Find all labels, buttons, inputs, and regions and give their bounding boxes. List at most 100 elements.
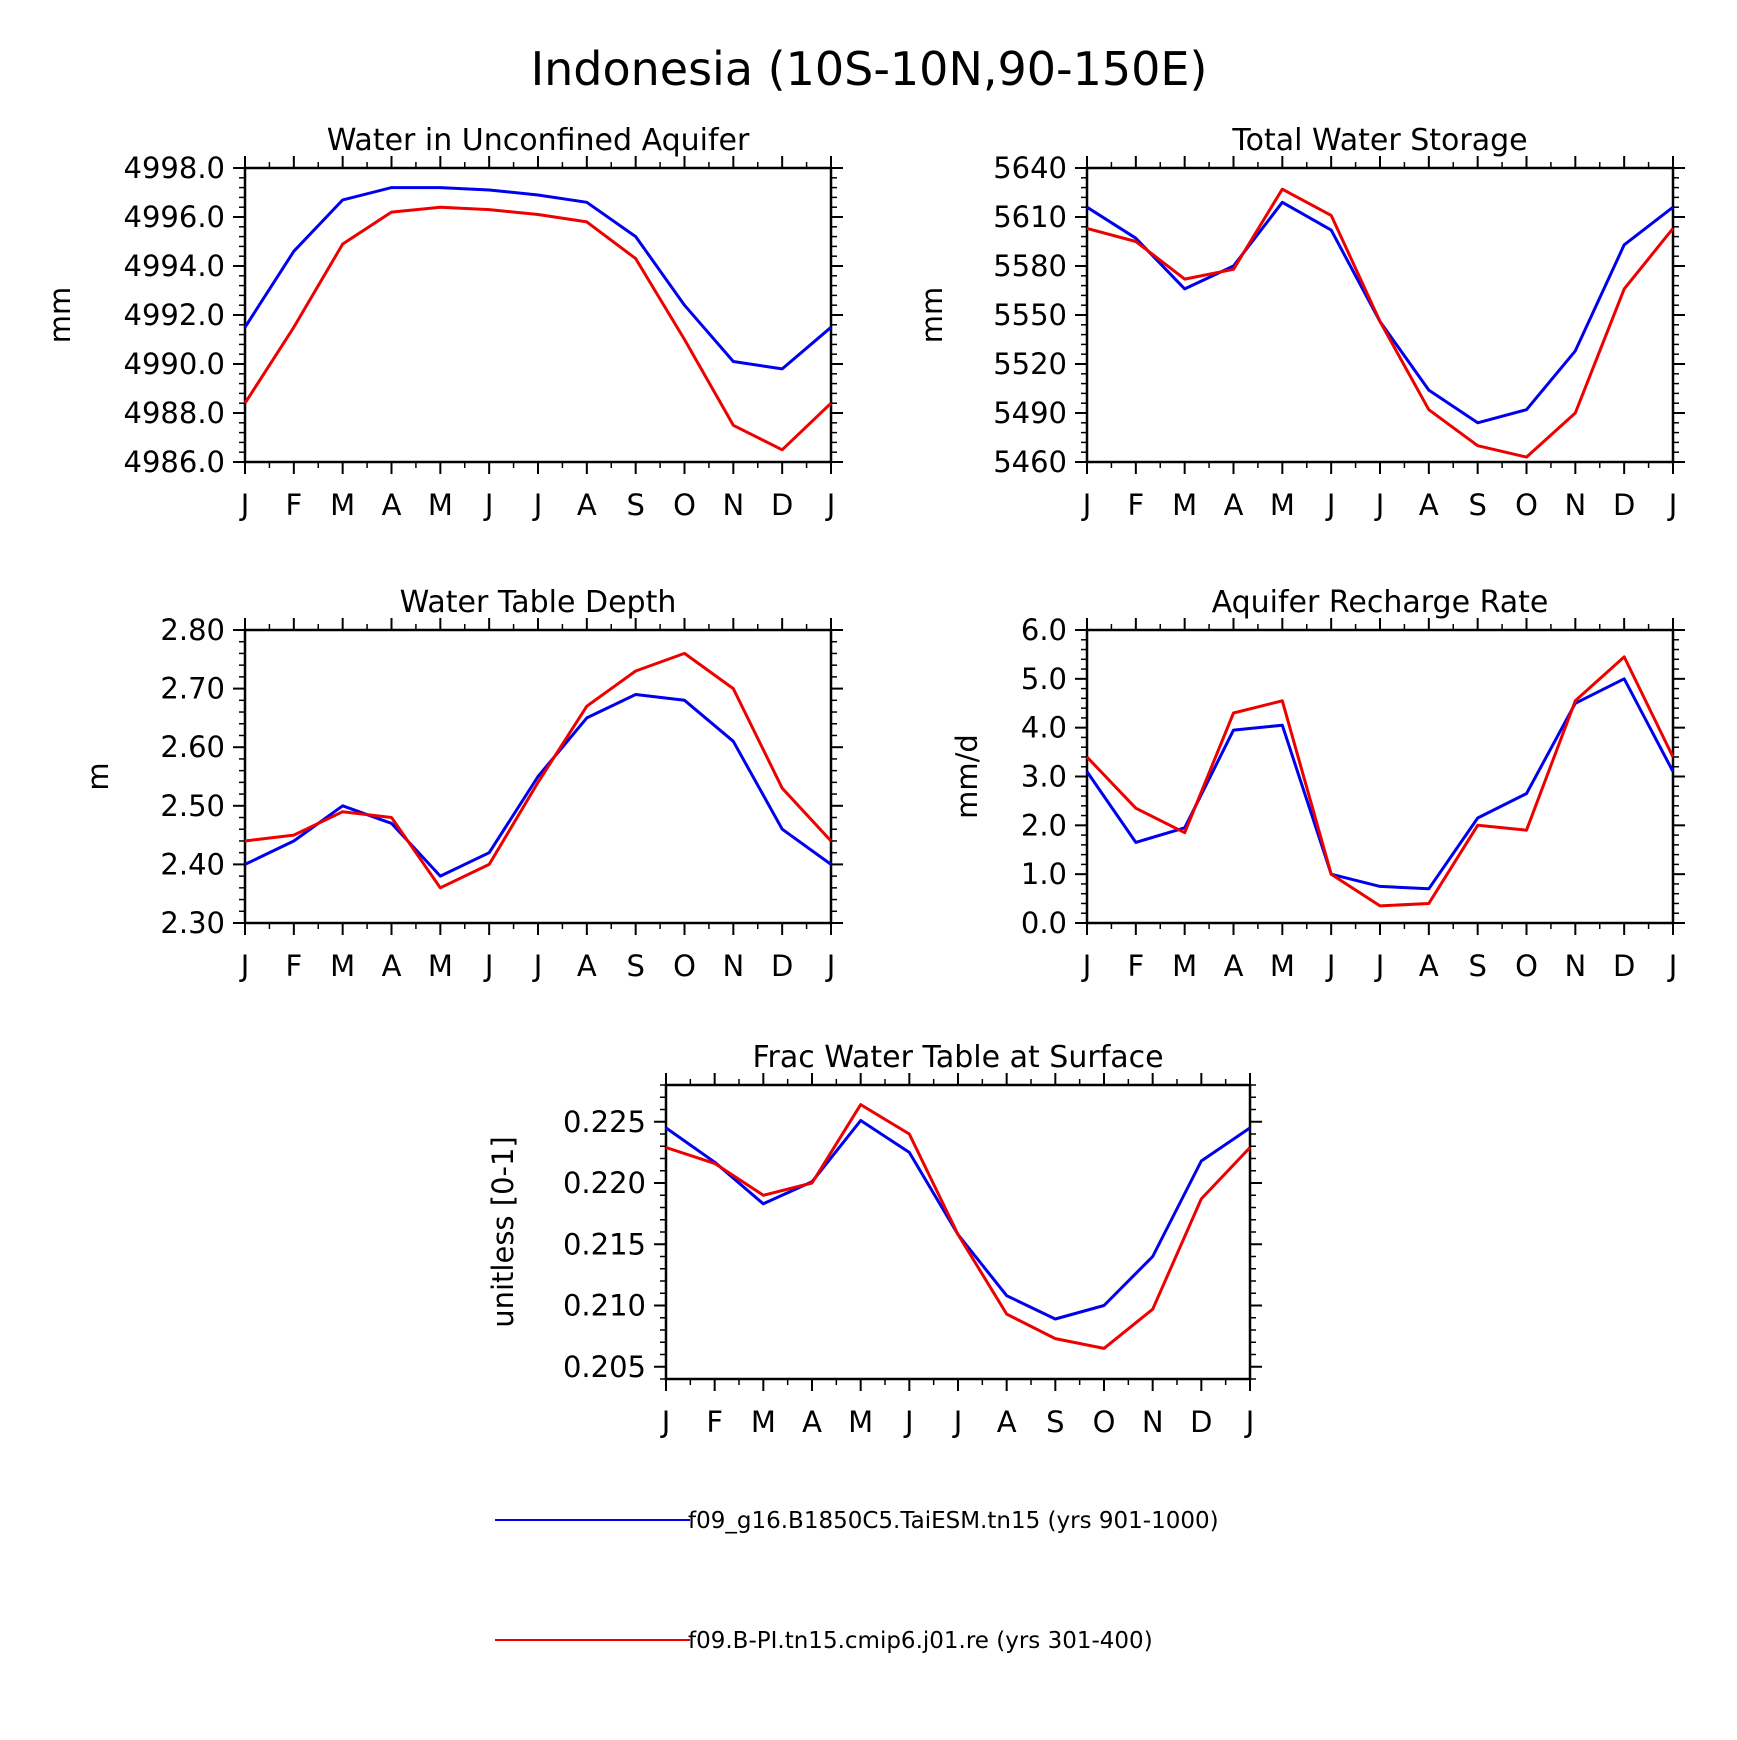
y-axis-label: mm <box>43 287 77 344</box>
panel-title: Water Table Depth <box>400 585 677 620</box>
series-line-0 <box>244 693 832 878</box>
plot-frame <box>1085 166 1675 464</box>
y-tick-label: 5610 <box>993 200 1067 234</box>
y-tick-label: 6.0 <box>1021 613 1067 647</box>
y-tick-label: 2.40 <box>160 847 225 881</box>
x-tick-label: D <box>1613 949 1635 983</box>
y-tick-label: 4992.0 <box>124 298 225 332</box>
y-tick-label: 0.220 <box>563 1166 646 1200</box>
y-tick-label: 2.30 <box>160 906 225 940</box>
plot-frame <box>1085 628 1675 925</box>
x-tick-label: O <box>1093 1405 1116 1439</box>
x-tick-label: J <box>903 1405 914 1439</box>
x-tick-label: M <box>848 1405 873 1439</box>
y-tick-label: 4990.0 <box>124 347 225 381</box>
x-tick-label: J <box>1667 949 1678 983</box>
y-tick-label: 4994.0 <box>124 249 225 283</box>
x-tick-label: A <box>802 1405 822 1439</box>
x-tick-label: A <box>1419 488 1439 522</box>
x-tick-label: S <box>626 488 644 522</box>
y-tick-label: 5460 <box>993 445 1067 479</box>
y-tick-label: 4988.0 <box>124 396 225 430</box>
y-tick-label: 5520 <box>993 347 1067 381</box>
x-tick-label: F <box>1127 949 1144 983</box>
y-tick-label: 4996.0 <box>124 200 225 234</box>
x-tick-label: F <box>285 949 302 983</box>
x-tick-label: M <box>330 949 355 983</box>
x-tick-label: J <box>483 488 494 522</box>
figure-title: Indonesia (10S-10N,90-150E) <box>531 42 1208 96</box>
y-tick-label: 5490 <box>993 396 1067 430</box>
x-tick-label: M <box>1172 949 1197 983</box>
x-tick-label: M <box>751 1405 776 1439</box>
x-tick-label: O <box>1515 488 1538 522</box>
x-tick-label: M <box>1270 488 1295 522</box>
series-line-1 <box>1085 655 1675 908</box>
x-tick-label: J <box>825 949 836 983</box>
y-tick-label: 4.0 <box>1021 711 1067 745</box>
x-tick-label: J <box>239 949 250 983</box>
x-tick-label: J <box>825 488 836 522</box>
x-tick-label: A <box>1224 949 1244 983</box>
y-tick-label: 0.210 <box>563 1289 646 1323</box>
y-tick-label: 2.0 <box>1021 808 1067 842</box>
y-axis-label: unitless [0-1] <box>486 1136 520 1328</box>
series-line-1 <box>243 205 833 452</box>
x-tick-label: N <box>1564 488 1586 522</box>
panel-title: Frac Water Table at Surface <box>752 1040 1163 1075</box>
y-tick-label: 5.0 <box>1021 662 1067 696</box>
x-tick-label: A <box>382 488 402 522</box>
y-axis-label: m <box>81 762 115 790</box>
panel-title: Water in Unconfined Aquifer <box>327 123 750 158</box>
series-line-1 <box>244 651 833 890</box>
y-tick-label: 4998.0 <box>124 151 225 185</box>
x-tick-label: N <box>722 949 744 983</box>
x-tick-label: J <box>483 949 494 983</box>
x-tick-label: J <box>1244 1405 1255 1439</box>
x-tick-label: J <box>1081 488 1092 522</box>
x-tick-label: A <box>382 949 402 983</box>
x-tick-label: M <box>330 488 355 522</box>
x-tick-label: D <box>771 488 793 522</box>
legend: f09_g16.B1850C5.TaiESM.tn15 (yrs 901-100… <box>495 1508 1219 1654</box>
y-tick-label: 2.70 <box>160 672 225 706</box>
y-tick-label: 4986.0 <box>124 445 225 479</box>
series-line-0 <box>1085 677 1675 891</box>
x-tick-label: M <box>1172 488 1197 522</box>
y-axis-label: mm/d <box>950 734 984 819</box>
x-tick-label: A <box>1224 488 1244 522</box>
x-tick-label: F <box>706 1405 723 1439</box>
x-tick-label: J <box>239 488 250 522</box>
y-tick-label: 0.225 <box>563 1105 646 1139</box>
x-tick-label: J <box>1325 949 1336 983</box>
series-line-1 <box>665 1103 1252 1350</box>
x-tick-label: A <box>577 488 597 522</box>
x-tick-label: J <box>1374 488 1385 522</box>
x-tick-label: A <box>1419 949 1439 983</box>
x-tick-label: O <box>673 949 696 983</box>
x-tick-label: M <box>1270 949 1295 983</box>
series-line-0 <box>243 186 832 371</box>
legend-label-1: f09.B-PI.tn15.cmip6.j01.re (yrs 301-400) <box>688 1628 1153 1654</box>
x-tick-label: J <box>660 1405 671 1439</box>
y-tick-label: 0.205 <box>563 1350 646 1384</box>
panel-title: Aquifer Recharge Rate <box>1212 585 1549 620</box>
x-tick-label: A <box>577 949 597 983</box>
x-tick-label: M <box>428 949 453 983</box>
x-tick-label: J <box>532 949 543 983</box>
x-tick-label: O <box>1515 949 1538 983</box>
y-tick-label: 3.0 <box>1021 760 1067 794</box>
y-tick-label: 1.0 <box>1021 857 1067 891</box>
x-tick-label: N <box>1142 1405 1164 1439</box>
x-tick-label: J <box>1081 949 1092 983</box>
x-tick-label: S <box>1468 949 1486 983</box>
x-tick-label: D <box>1613 488 1635 522</box>
y-axis-label: mm <box>915 287 949 344</box>
y-tick-label: 0.0 <box>1021 906 1067 940</box>
x-tick-label: D <box>771 949 793 983</box>
